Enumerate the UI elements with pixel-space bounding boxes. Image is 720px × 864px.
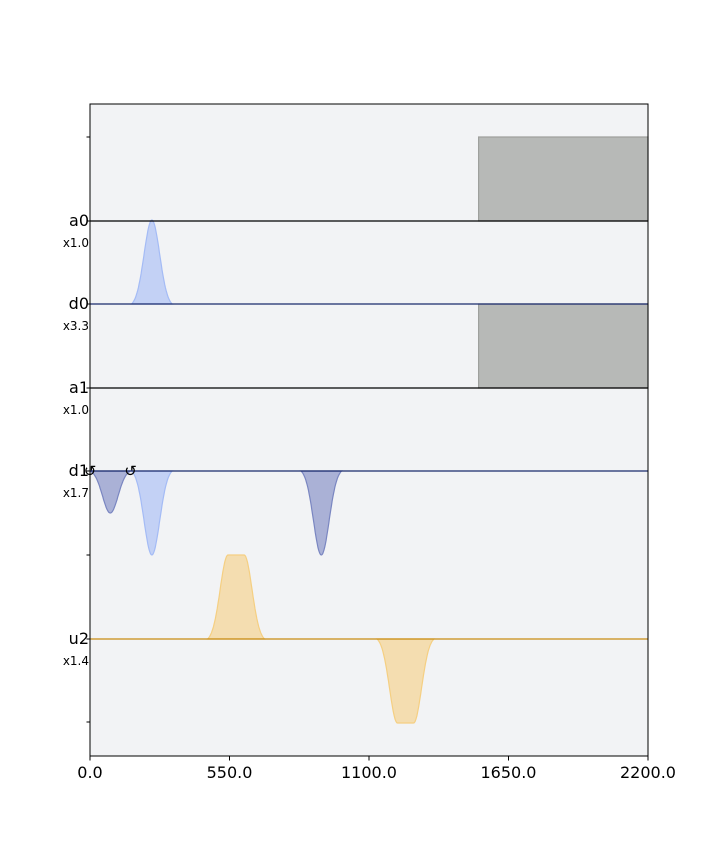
phase-marker-1: ↺ [124,462,137,480]
pulse-u2-6 [206,554,266,640]
x-tick-label-4: 2200.0 [620,763,676,782]
channel-label-d1: d1 [69,461,89,480]
pulse-u2-7 [375,638,436,724]
pulse-a0-0 [478,136,649,222]
x-tick-label-2: 1100.0 [341,763,397,782]
scale-label-d0: x3.3 [63,319,89,333]
pulse-d1-5 [299,470,344,556]
x-axis: 0.0 550.0 1100.0 1650.0 2200.0 [77,756,676,782]
pulse-d1-3 [87,470,133,514]
channel-label-u2: u2 [69,629,89,648]
pulse-a1-2 [478,303,649,389]
scale-label-u2: x1.4 [63,654,89,668]
scale-label-d1: x1.7 [63,486,89,500]
scale-label-a1: x1.0 [63,403,89,417]
pulse-d0-1 [130,219,174,305]
x-tick-label-3: 1650.0 [481,763,537,782]
channel-label-a0: a0 [69,211,89,230]
scale-label-a0: x1.0 [63,236,89,250]
x-tick-label-0: 0.0 [77,763,102,782]
channel-baselines [90,220,648,640]
channel-label-a1: a1 [69,378,89,397]
x-tick-label-1: 550.0 [207,763,253,782]
y-ticks [86,136,90,723]
channel-label-d0: d0 [69,294,89,313]
channel-labels: a0 x1.0 d0 x3.3 a1 x1.0 d1 x1.7 u2 x1.4 [63,211,89,668]
pulse-d1-4 [130,470,174,556]
